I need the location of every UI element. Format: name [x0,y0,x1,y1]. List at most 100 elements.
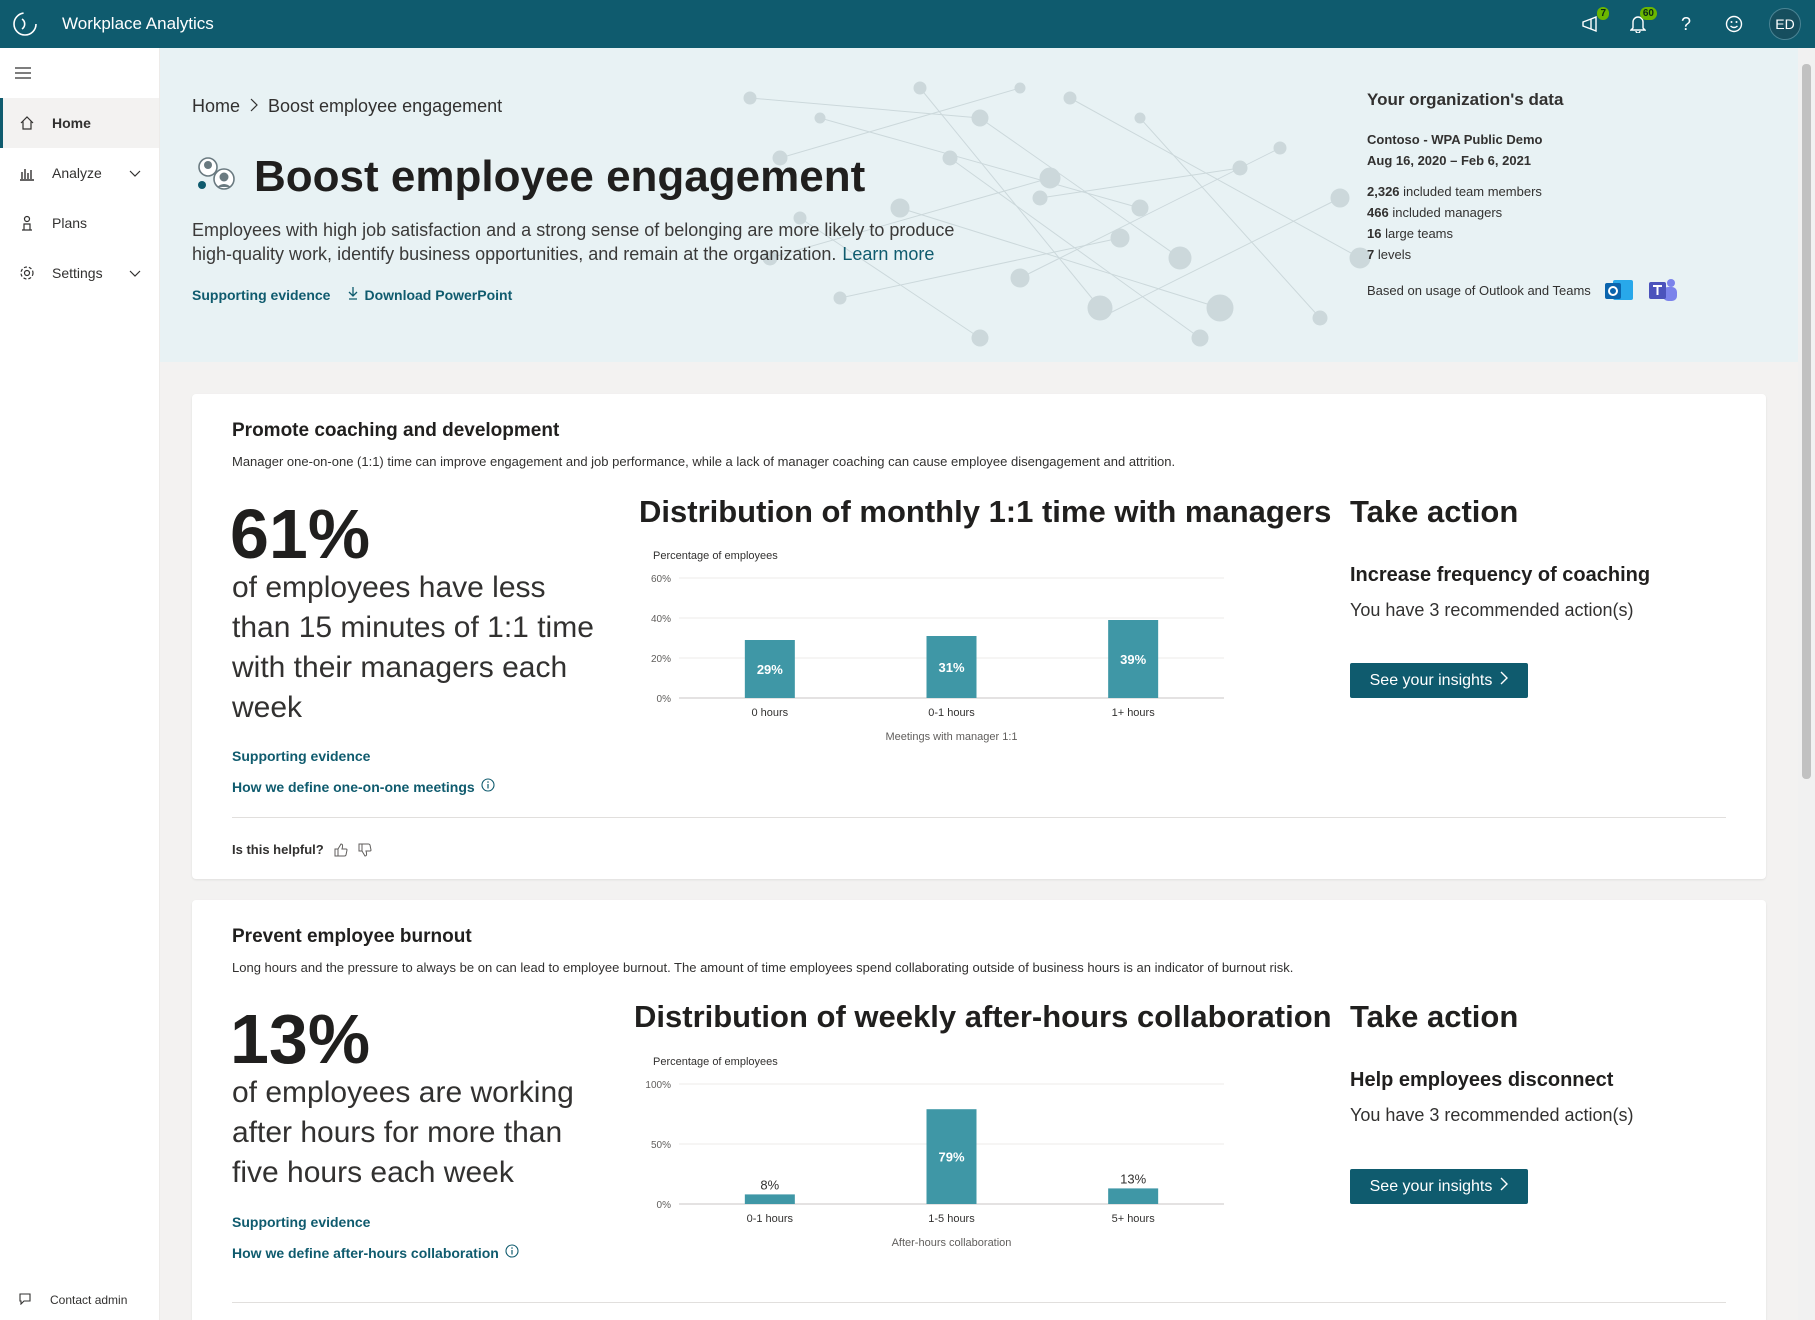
download-powerpoint-label: Download PowerPoint [364,286,513,303]
hamburger-menu-icon[interactable] [0,48,159,98]
chart-icon [18,164,36,182]
x-tick-label: 0-1 hours [747,1213,794,1225]
org-stat: 7 levels [1367,247,1412,262]
sidebar-item-plans[interactable]: Plans [0,198,159,248]
scrollbar-thumb[interactable] [1802,64,1811,779]
y-tick-label: 40% [651,614,671,625]
take-action-subtitle: Increase frequency of coaching [1350,564,1651,586]
bar-chart: Percentage of employees 0% 20% 40% 60% 29% 0 h… [651,550,1224,743]
sidebar-item-label: Plans [52,215,88,231]
take-action-subtitle: Help employees disconnect [1350,1069,1614,1091]
big-stat-text: of employees are working after hours for… [232,1076,574,1189]
recommended-actions-count: You have 3 recommended action(s) [1350,600,1634,620]
y-tick-label: 0% [657,694,672,705]
sidebar-item-settings[interactable]: Settings [0,248,159,298]
app-title: Workplace Analytics [62,14,214,33]
sidebar-item-analyze[interactable]: Analyze [0,148,159,198]
teams-icon [1647,276,1679,304]
plans-icon [18,214,36,232]
x-tick-label: 1+ hours [1112,707,1156,719]
x-tick-label: 1-5 hours [928,1213,975,1225]
big-percentage: 13% [230,1000,371,1078]
gear-icon [18,264,36,282]
hero-banner: Home Boost employee engagement Boost emp… [160,48,1798,362]
card-title: Promote coaching and development [232,420,560,441]
sidebar-item-label: Analyze [52,165,102,181]
feedback-smiley-icon [1725,15,1743,33]
vertical-scrollbar[interactable] [1798,48,1815,1320]
card-description: Long hours and the pressure to always be… [232,960,1294,975]
info-icon [481,778,495,795]
org-data-title: Your organization's data [1367,90,1564,109]
card-title: Prevent employee burnout [232,926,472,947]
megaphone-icon [1582,16,1597,32]
contact-admin-link[interactable]: Contact admin [18,1291,127,1308]
chart-title: Distribution of weekly after-hours colla… [634,999,1332,1034]
bar [1108,1188,1159,1204]
bar-chart: Percentage of employees 0% 50% 100% 8% 0-1 ho… [645,1056,1224,1249]
feedback-button[interactable] [1721,11,1747,37]
y-tick-label: 50% [651,1140,671,1151]
y-tick-label: 100% [645,1080,671,1091]
data-label: 8% [760,1177,779,1192]
chevron-down-icon[interactable] [129,165,141,181]
big-stat-text: of employees have less than 15 minutes o… [232,571,594,724]
see-your-insights-button[interactable]: See your insights [1350,1169,1528,1204]
supporting-evidence-link[interactable]: Supporting evidence [232,1214,371,1230]
outlook-icon [1603,276,1635,304]
contact-admin-label: Contact admin [50,1292,128,1307]
download-powerpoint-link[interactable]: Download PowerPoint [348,286,512,303]
bar [744,640,795,698]
home-icon [18,114,36,132]
definition-link[interactable]: How we define one-on-one meetings [232,778,495,795]
data-label: 31% [938,660,964,675]
chevron-right-icon [1500,671,1509,690]
megaphone-badge: 7 [1597,7,1609,20]
see-your-insights-button[interactable]: See your insights [1350,663,1528,698]
user-avatar[interactable]: ED [1769,8,1801,40]
workplace-analytics-logo-icon[interactable] [10,9,40,39]
hero-description: Employees with high job satisfaction and… [192,218,982,266]
card-coaching: Promote coaching and development Manager… [192,394,1766,879]
definition-link[interactable]: How we define after-hours collaboration [232,1244,519,1261]
y-axis-label: Percentage of employees [653,1056,778,1068]
page-title: Boost employee engagement [254,152,866,201]
data-label: 39% [1120,652,1146,667]
thumbs-down-icon[interactable] [358,843,372,857]
supporting-evidence-link[interactable]: Supporting evidence [192,286,331,303]
chevron-down-icon[interactable] [129,265,141,281]
megaphone-button[interactable]: 7 [1577,7,1609,37]
x-tick-label: 5+ hours [1112,1213,1156,1225]
org-data-panel: Your organization's data Contoso - WPA P… [1367,90,1727,304]
sidebar-item-label: Settings [52,265,103,281]
notifications-badge: 60 [1639,7,1657,20]
breadcrumb-home[interactable]: Home [192,96,241,116]
y-axis-label: Percentage of employees [653,550,778,562]
network-graph-background [743,81,1371,347]
x-tick-label: 0 hours [751,707,788,719]
contact-admin-icon [18,1291,32,1308]
bar [926,636,977,698]
y-tick-label: 20% [651,654,671,665]
bar [926,1109,977,1204]
y-tick-label: 0% [657,1200,672,1211]
divider [232,817,1726,818]
org-usage-text: Based on usage of Outlook and Teams [1367,282,1591,298]
bell-icon [1630,16,1646,33]
card-description: Manager one-on-one (1:1) time can improv… [232,454,1176,469]
y-tick-label: 60% [651,574,671,585]
divider [232,1302,1726,1303]
help-button[interactable]: ? [1673,11,1699,37]
learn-more-link[interactable]: Learn more [842,244,935,264]
info-icon [505,1244,519,1261]
notifications-button[interactable]: 60 [1625,7,1657,37]
sidebar-item-label: Home [52,115,91,131]
chevron-right-icon [250,96,258,117]
supporting-evidence-link[interactable]: Supporting evidence [232,748,371,764]
org-dates: Aug 16, 2020 – Feb 6, 2021 [1367,153,1532,168]
sidebar-item-home[interactable]: Home [0,98,159,148]
org-stat: 466 included managers [1367,205,1503,220]
chevron-right-icon [1500,1177,1509,1196]
thumbs-up-icon[interactable] [334,842,348,857]
breadcrumb-current: Boost employee engagement [268,96,503,116]
